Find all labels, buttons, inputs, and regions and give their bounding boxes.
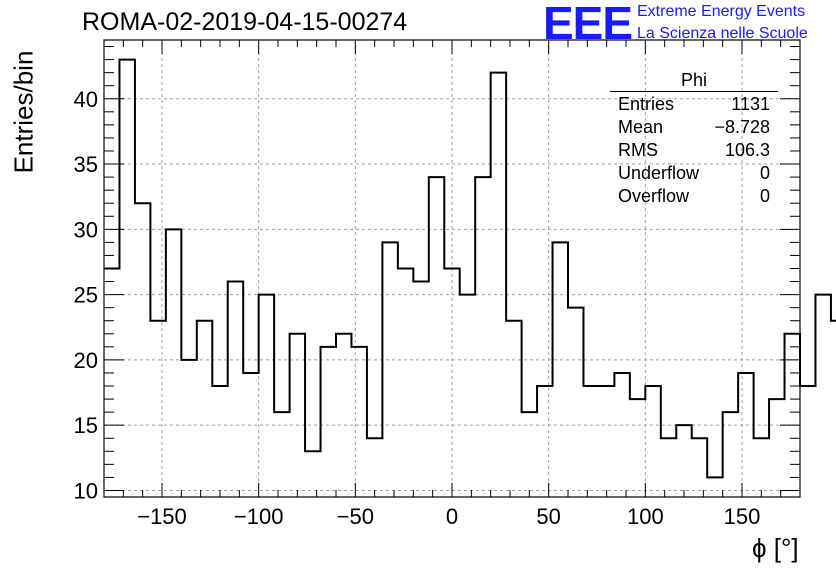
stats-box: Phi Entries 1131 Mean −8.728 RMS 106.3 U… [610,70,778,208]
y-tick-label: 20 [74,348,98,373]
y-tick-label: 35 [74,152,98,177]
stats-label: Entries [618,94,675,114]
y-tick-label: 25 [74,283,98,308]
x-tick-label: 100 [627,504,664,529]
x-tick-label: −100 [234,504,284,529]
stats-label: Mean [618,117,664,137]
y-tick-label: 30 [74,217,98,242]
logo-line-2: La Scienza nelle Scuole [637,25,808,42]
stats-label: RMS [618,140,658,160]
stats-row-overflow: Overflow 0 [610,185,778,208]
run-title: ROMA-02-2019-04-15-00274 [82,8,408,36]
x-tick-label: 150 [724,504,761,529]
x-tick-label: −150 [137,504,187,529]
stats-row-rms: RMS 106.3 [610,139,778,162]
stats-value: 0 [759,186,770,206]
stats-value: −8.728 [714,117,770,137]
x-axis-label: ϕ [°] [752,533,799,563]
stats-value: 1131 [731,94,770,114]
stats-row-entries: Entries 1131 [610,93,778,116]
histogram-line [104,58,836,479]
logo-line-1: Extreme Energy Events [637,3,806,20]
stats-label: Underflow [618,163,700,183]
stats-row-underflow: Underflow 0 [610,162,778,185]
stats-row-mean: Mean −8.728 [610,116,778,139]
stats-value: 0 [759,163,770,183]
stats-title: Phi [610,70,778,92]
stats-label: Overflow [618,186,690,206]
stats-value: 106.3 [724,140,770,160]
y-tick-label: 10 [74,478,98,503]
y-tick-label: 15 [74,413,98,438]
x-tick-label: 0 [446,504,458,529]
x-tick-label: 50 [536,504,560,529]
x-tick-label: −50 [337,504,374,529]
y-tick-label: 40 [74,87,98,112]
